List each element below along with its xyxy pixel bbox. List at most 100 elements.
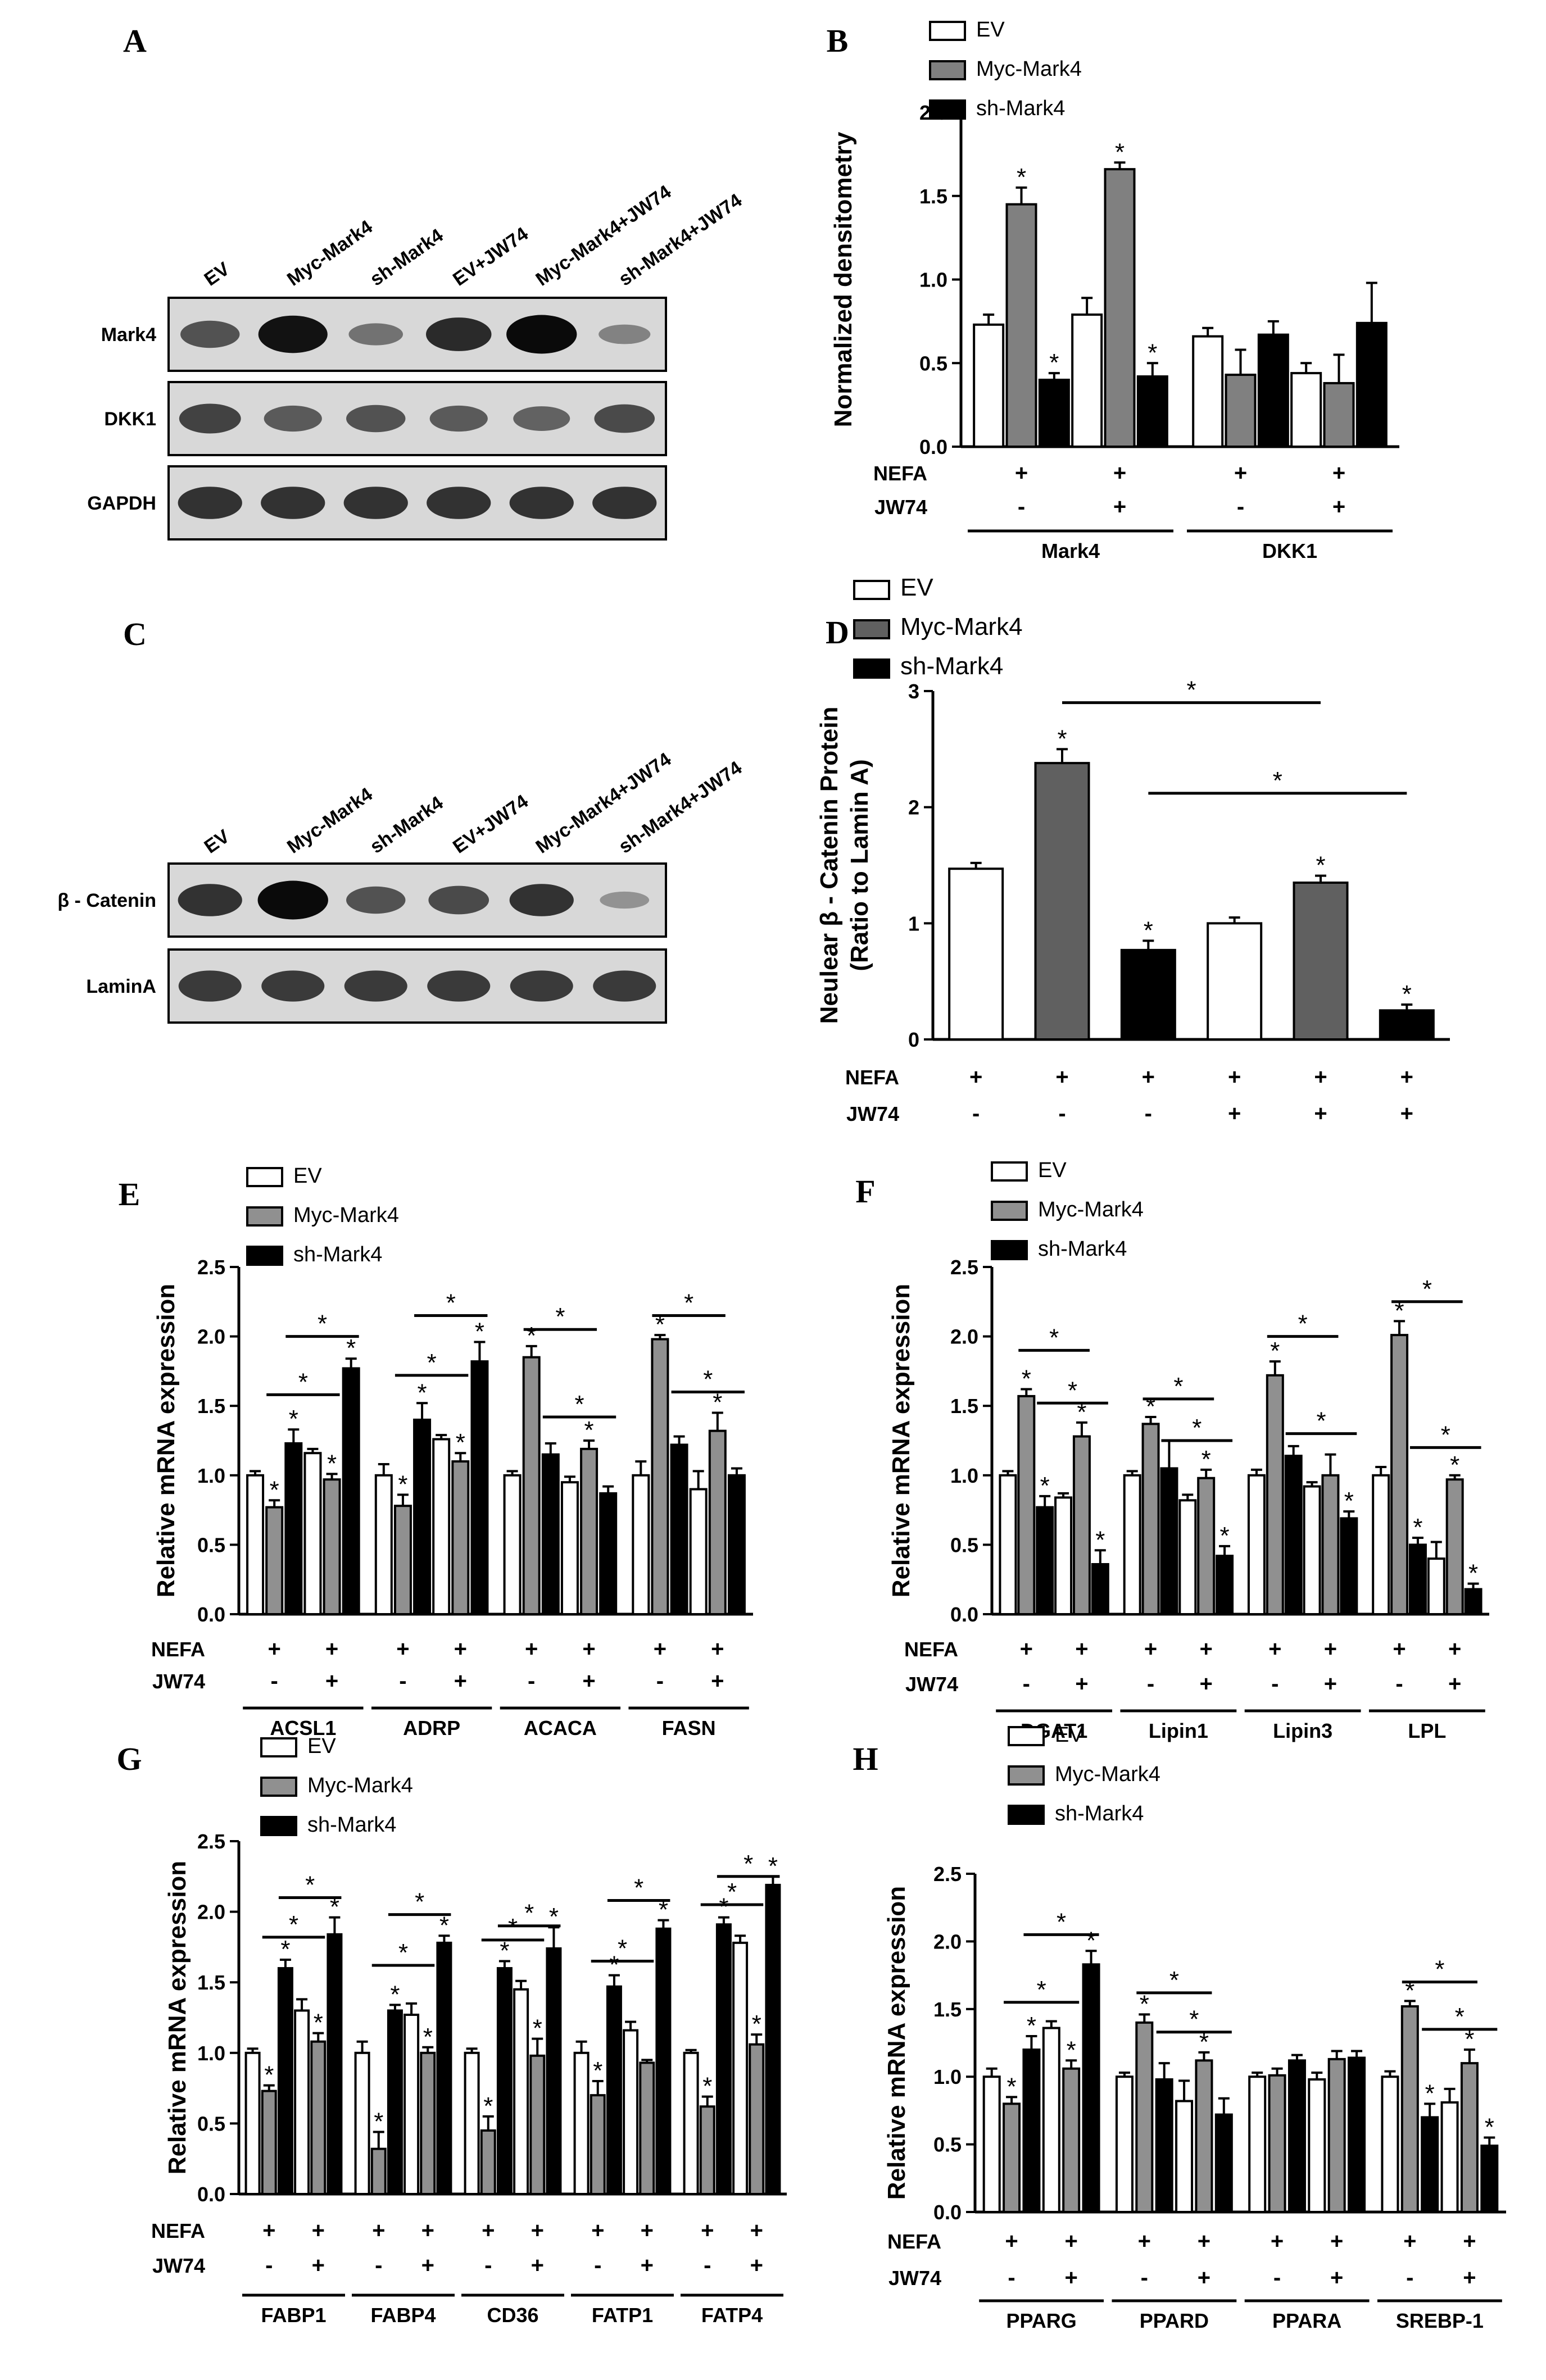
jw74-mark: -: [1141, 2265, 1148, 2290]
jw74-mark: -: [594, 2253, 601, 2278]
y-tick-label: 2.0: [919, 101, 947, 124]
bar: [294, 2009, 310, 2195]
legend-label: EV: [307, 1734, 336, 1758]
significance-star: *: [1395, 1297, 1404, 1324]
group-label: FATP1: [592, 2304, 653, 2327]
bar: [1017, 1395, 1036, 1615]
significance-star: *: [475, 1318, 484, 1345]
nefa-mark: +: [525, 1637, 538, 1661]
row-label-jw74: JW74: [152, 1670, 205, 1693]
bar: [732, 1941, 749, 2195]
bar: [522, 1356, 541, 1615]
significance-star: *: [483, 2092, 493, 2120]
nefa-mark: +: [1463, 2229, 1476, 2254]
bar: [1303, 1485, 1321, 1615]
bar: [1355, 321, 1388, 448]
bar: [1327, 2057, 1346, 2213]
bar: [1160, 1467, 1178, 1615]
blot-band: [599, 324, 651, 344]
bar: [436, 1941, 452, 2195]
nefa-mark: +: [1403, 2229, 1416, 2254]
bar: [374, 1474, 393, 1616]
bracket-star: *: [1068, 1377, 1077, 1404]
jw74-mark: -: [1008, 2265, 1015, 2290]
jw74-mark: -: [1145, 1101, 1152, 1126]
y-tick-label: 2.0: [197, 1325, 225, 1348]
bar: [1214, 2113, 1233, 2214]
y-tick-label: 1.0: [933, 2065, 962, 2088]
blot-band: [258, 315, 328, 353]
blot-strip: [167, 465, 667, 541]
significance-star: *: [719, 1893, 728, 1921]
lane-label: EV: [201, 825, 234, 857]
row-label-jw74: JW74: [905, 1673, 958, 1696]
significance-star: *: [1425, 2079, 1435, 2107]
jw74-mark: +: [750, 2253, 763, 2278]
panel-label-C: C: [123, 616, 147, 652]
bar: [1054, 1496, 1073, 1616]
bar: [432, 1438, 451, 1616]
y-tick-label: 0.5: [950, 1533, 978, 1556]
bar: [727, 1474, 746, 1616]
jw74-mark: -: [704, 2253, 711, 2278]
nefa-mark: +: [582, 1637, 595, 1661]
y-tick-label: 1.5: [933, 1998, 962, 2021]
bar: [1379, 1009, 1435, 1041]
bar: [1104, 168, 1136, 448]
y-tick-label: 0.5: [933, 2133, 962, 2156]
nefa-mark: +: [1020, 1637, 1033, 1661]
row-label-jw74: JW74: [888, 2267, 941, 2290]
jw74-mark: +: [1113, 494, 1126, 519]
nefa-mark: +: [1330, 2229, 1343, 2254]
panel-label-B: B: [827, 22, 849, 59]
bracket-star: *: [1189, 2006, 1199, 2033]
y-tick-label: 0.5: [919, 352, 947, 375]
row-label-jw74: JW74: [874, 496, 927, 519]
lane-label: sh-Mark4: [366, 792, 447, 858]
blot-band: [428, 885, 489, 915]
nefa-mark: +: [1144, 1637, 1157, 1661]
significance-star: *: [270, 1476, 279, 1504]
bar: [1372, 1474, 1390, 1616]
blot-label: β - Catenin: [57, 890, 156, 911]
bar: [1421, 2116, 1439, 2213]
significance-star: *: [584, 1416, 594, 1444]
bar: [342, 1367, 360, 1616]
group-label: PPARD: [1140, 2309, 1209, 2332]
y-tick-label: 0.5: [197, 2112, 225, 2135]
group-label: CD36: [487, 2304, 538, 2327]
blot-band: [180, 320, 240, 348]
bar: [948, 867, 1004, 1041]
bracket-star: *: [1435, 1956, 1444, 1983]
jw74-mark: +: [1314, 1101, 1327, 1126]
y-tick-label: 1.5: [197, 1395, 225, 1418]
legend-swatch: [929, 21, 966, 41]
y-tick-label: 1.0: [197, 1464, 225, 1487]
bar: [451, 1460, 470, 1616]
bracket-star: *: [1037, 1976, 1046, 2004]
bar: [599, 1492, 618, 1616]
jw74-mark: +: [1332, 494, 1345, 519]
significance-star: *: [609, 1951, 619, 1979]
blot-band: [257, 880, 328, 920]
nefa-mark: +: [711, 1637, 724, 1661]
significance-star: *: [1022, 1365, 1031, 1393]
y-tick-label: 3: [908, 680, 919, 703]
bar: [1062, 2067, 1081, 2213]
legend-swatch: [1008, 1765, 1045, 1786]
significance-star: *: [1057, 725, 1067, 752]
nefa-mark: +: [654, 1637, 667, 1661]
group-label: Lipin1: [1149, 1719, 1208, 1742]
significance-star: *: [1086, 1927, 1096, 1954]
legend-label: Myc-Mark4: [307, 1774, 413, 1797]
legend-label: Myc-Mark4: [1055, 1763, 1160, 1786]
significance-star: *: [390, 1981, 400, 2008]
blot-band: [510, 970, 573, 1002]
significance-star: *: [1049, 349, 1059, 376]
significance-star: *: [1199, 2028, 1209, 2056]
bracket-star: *: [727, 1878, 737, 1906]
legend-swatch: [260, 1816, 297, 1836]
bar: [1247, 1474, 1266, 1616]
bar: [1155, 2078, 1173, 2214]
legend-label: Myc-Mark4: [293, 1203, 399, 1227]
